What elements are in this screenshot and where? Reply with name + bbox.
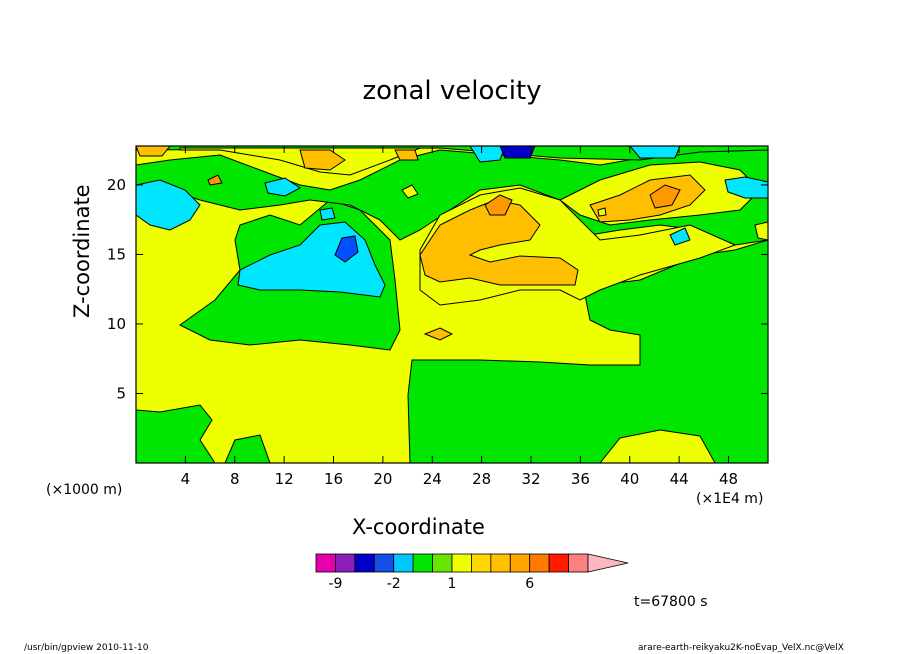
x-scale-label: (×1E4 m): [696, 491, 764, 507]
contour-region-yellow: [597, 207, 607, 217]
x-tick-label: 20: [373, 470, 392, 488]
y-tick-label: 20: [107, 176, 126, 194]
colorbar-bin: [335, 553, 356, 573]
contour-region-green: [136, 404, 216, 463]
contour-region-cyan: [136, 179, 201, 231]
colorbar-bin: [548, 553, 569, 573]
x-tick-label: 44: [670, 470, 689, 488]
contour-region-orange: [589, 174, 706, 223]
footer-left: /usr/bin/gpview 2010-11-10: [24, 643, 149, 653]
contour-region-dark-orange: [649, 184, 681, 209]
colorbar-bin: [568, 553, 589, 573]
colorbar-bin: [315, 553, 336, 573]
colorbar-tick-label: 1: [448, 576, 457, 592]
colorbar-extend-arrow: [587, 553, 629, 573]
contour-region-cyan: [469, 146, 506, 163]
plot-frame: [135, 145, 769, 464]
contour-region-cyan: [264, 177, 301, 197]
y-axis: 5 10 15 20: [107, 176, 768, 402]
contour-region-orange: [136, 146, 171, 157]
contour-region-blue: [334, 235, 359, 263]
contour-region-dark-orange: [207, 174, 223, 186]
x-axis: 4 8 12 16 20 24 28 32 36 40 44 48: [181, 146, 738, 488]
y-tick-label: 15: [107, 245, 126, 263]
x-tick-label: 36: [571, 470, 590, 488]
colorbar-bin: [373, 553, 395, 573]
colorbar-tick-label: 6: [525, 576, 534, 592]
x-tick-label: 16: [324, 470, 343, 488]
y-axis-label: Z-coordinate: [70, 184, 94, 318]
contour-region-orange: [423, 327, 454, 341]
x-tick-label: 12: [275, 470, 294, 488]
contour-region-cyan: [629, 146, 681, 159]
contour-region-orange: [299, 149, 346, 171]
colorbar-bin: [393, 553, 414, 573]
colorbar-bin: [412, 553, 433, 573]
contour-region-green: [599, 429, 716, 463]
x-axis-label: X-coordinate: [352, 515, 485, 539]
colorbar-bin: [490, 553, 511, 573]
contour-region-yellow: [754, 221, 768, 241]
x-tick-label: 8: [230, 470, 240, 488]
contour-fill: [136, 146, 768, 463]
contour-region-green: [224, 434, 271, 463]
contour-region-yellow: [401, 184, 419, 199]
footer-right: arare-earth-reikyaku2K-noEvap_VelX.nc@Ve…: [638, 643, 844, 653]
chart-title: zonal velocity: [362, 76, 542, 106]
contour-region-cyan: [319, 207, 336, 221]
colorbar-tick-label: -2: [387, 576, 401, 592]
colorbar-tick-label: -9: [328, 576, 342, 592]
colorbar-bin: [529, 553, 550, 573]
time-annotation: t=67800 s: [634, 594, 708, 610]
contour-region-blue: [499, 146, 536, 159]
x-tick-label: 28: [472, 470, 491, 488]
x-tick-label: 40: [620, 470, 639, 488]
colorbar-bin: [432, 553, 453, 573]
contour-region-cyan: [724, 176, 768, 199]
contour-region-green: [407, 239, 768, 463]
contour-region-cyan: [669, 227, 691, 246]
x-tick-label: 48: [719, 470, 738, 488]
contour-region-dark-orange: [484, 194, 513, 216]
y-tick-label: 5: [116, 384, 126, 402]
colorbar-bin: [354, 553, 375, 573]
x-tick-label: 32: [521, 470, 540, 488]
x-tick-label: 24: [423, 470, 442, 488]
contour-region-yellow: [179, 147, 421, 176]
x-unit-label: (×1000 m): [46, 482, 123, 498]
contour-region-orange: [394, 149, 419, 161]
colorbar-bin: [451, 553, 472, 573]
colorbar-bin: [471, 553, 492, 573]
x-tick-label: 4: [181, 470, 191, 488]
colorbar-bin: [509, 553, 531, 573]
colorbar: -9 -2 1 6: [315, 553, 629, 592]
y-tick-label: 10: [107, 315, 126, 333]
